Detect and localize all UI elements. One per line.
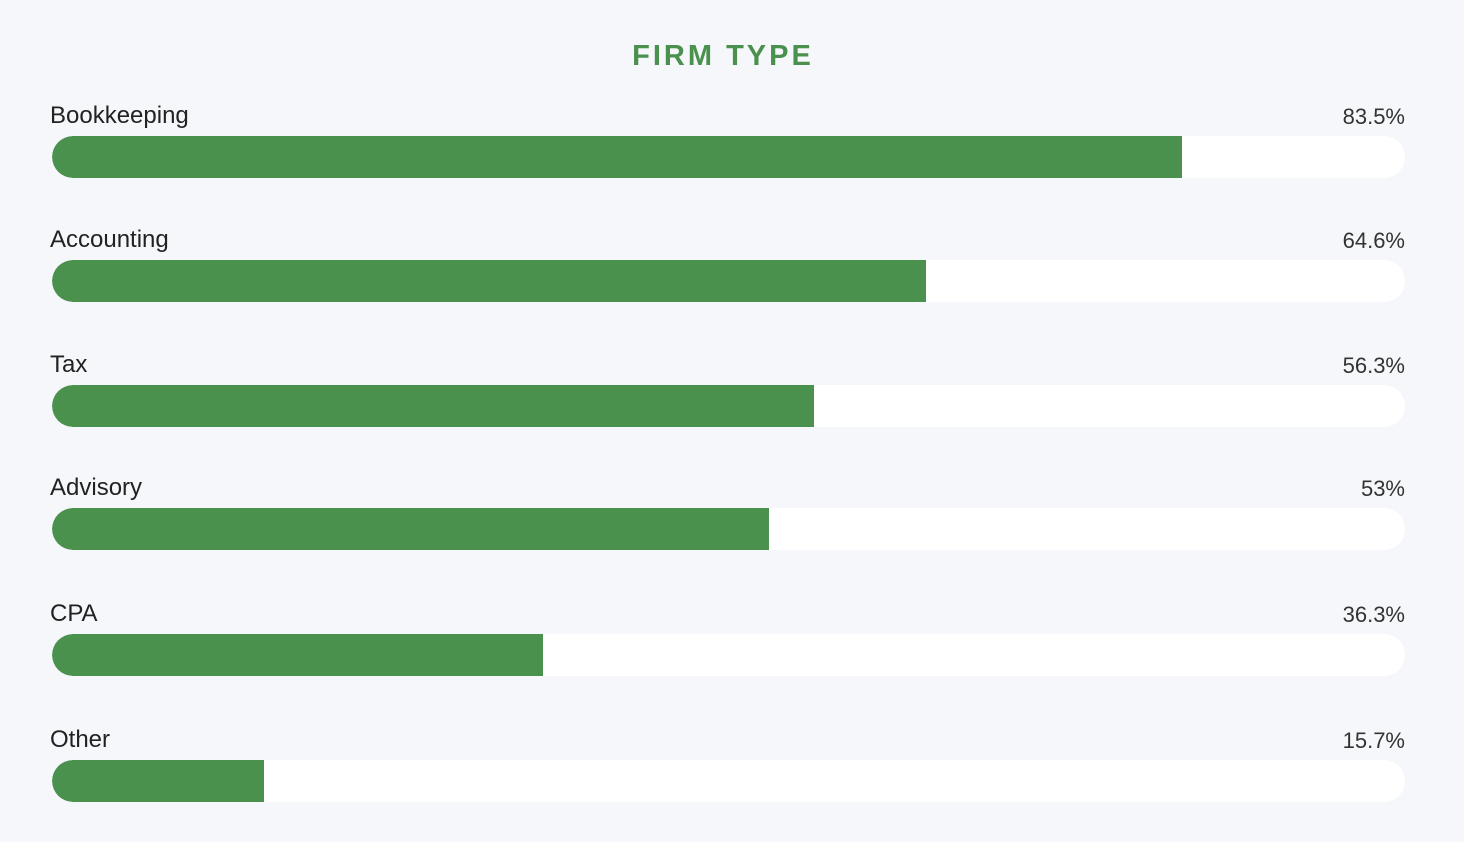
bar-value-label: 56.3%	[1342, 353, 1405, 378]
bar-fill	[52, 760, 265, 802]
bar-track	[52, 385, 1405, 427]
bar-track	[52, 760, 1405, 802]
bar-value-label: 15.7%	[1342, 728, 1405, 753]
bar-fill	[52, 136, 1182, 178]
bar-fill	[52, 634, 544, 676]
bar-track	[52, 508, 1405, 550]
bar-track	[52, 260, 1405, 302]
bar-fill	[52, 508, 770, 550]
bar-label: Accounting	[50, 226, 169, 253]
bar-fill	[52, 385, 814, 427]
bar-label: CPA	[50, 600, 98, 627]
bar-value-label: 36.3%	[1342, 602, 1405, 627]
bar-track	[52, 634, 1405, 676]
bar-fill	[52, 260, 927, 302]
bar-label: Tax	[50, 351, 88, 378]
bar-label: Bookkeeping	[50, 102, 189, 129]
bar-label: Other	[50, 726, 111, 753]
bar-value-label: 64.6%	[1342, 228, 1405, 253]
chart-title: FIRM TYPE	[632, 40, 814, 72]
bar-label: Advisory	[50, 474, 143, 501]
bar-track	[52, 136, 1405, 178]
bar-value-label: 53%	[1360, 476, 1405, 501]
bar-value-label: 83.5%	[1342, 104, 1405, 129]
